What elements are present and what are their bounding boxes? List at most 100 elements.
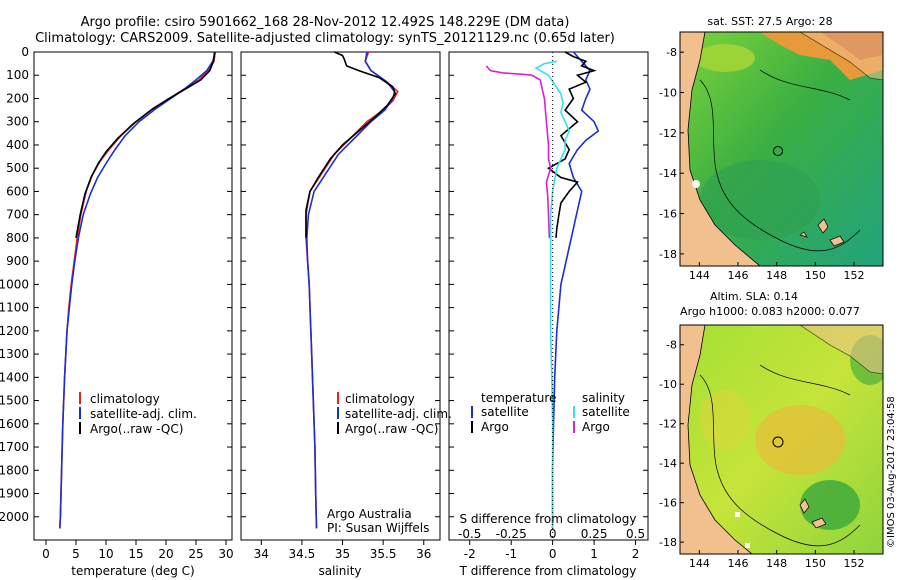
series-salinity-argo [485,65,552,238]
legend-t-satellite: satellite [481,405,529,419]
x-tick-label-S: -0.5 [458,527,481,541]
x-tick-label-T: 0 [549,547,557,561]
high-sla-patch [755,405,845,475]
x-tick-label-S: 0.25 [581,527,608,541]
bathymetry-contour [699,79,861,252]
sla-map-subtitle: Argo h1000: 0.083 h2000: 0.077 [680,305,860,318]
legend-s-satellite: satellite [582,405,630,419]
float-position-marker [772,436,784,448]
map-y-tick-label: -8 [666,46,677,59]
y-tick-label: 700 [6,208,29,222]
sla-map-frame [679,324,884,555]
map-y-tick-label: -12 [659,127,677,140]
x-tick-label-S: 0 [549,527,557,541]
bathymetry-contour [759,69,851,101]
sla-map [680,325,883,554]
series-argo-raw-qc- [75,51,216,239]
temperature-panel [33,51,233,541]
land-png [740,325,883,375]
land-australia [680,325,753,554]
salinity-legend: climatology satellite-adj. clim. Argo(..… [337,392,452,436]
series-temperature-argo [547,51,597,238]
x-tick-label: 34.5 [289,547,316,561]
legend-satellite: satellite-adj. clim. [90,407,197,421]
sla-map-ticks: 144 146 148 150 152 -8 -10 -12 -14 -16 -18 [659,339,864,570]
difference-panel [448,51,649,541]
land-png [740,32,883,81]
map-x-tick-label: 152 [844,269,865,282]
legend-s-argo: Argo [582,420,610,434]
y-tick-label: 1700 [0,440,29,454]
legend-climatology: climatology [345,392,415,406]
temperature-legend: climatology satellite-adj. clim. Argo(..… [79,392,197,436]
y-tick-label: 1200 [0,324,29,338]
x-tick-label-T: 1 [590,547,598,561]
legend-argo: Argo(..raw -QC) [345,422,438,436]
y-tick-label: 1300 [0,347,29,361]
missing-data-spot [745,543,750,548]
map-x-tick-label: 146 [728,269,749,282]
map-y-tick-label: -14 [659,457,677,470]
legend-t-argo: Argo [481,420,509,434]
legend-salinity-header: salinity [582,391,625,405]
x-tick-label: 35 [335,547,350,561]
bathymetry-contour [759,364,851,396]
y-tick-label: 1900 [0,487,29,501]
difference-plot: -2 -1 0 1 2 -0.5 -0.25 0 0.25 0.5 [458,51,645,561]
x-tick-label: 0 [42,547,50,561]
map-x-tick-label: 146 [728,557,749,570]
salinity-panel [240,51,441,541]
x-tick-label: 10 [98,547,113,561]
x-tick-label-T: -1 [505,547,517,561]
map-y-tick-label: -14 [659,167,677,180]
x-tick-label: 35.5 [370,547,397,561]
series-argo-raw-qc- [305,51,397,238]
y-tick-label: 600 [6,184,29,198]
legend-temperature-header: temperature [481,391,556,405]
map-y-tick-label: -16 [659,497,677,510]
map-y-tick-label: -12 [659,418,677,431]
map-x-tick-label: 152 [844,557,865,570]
difference-legend: temperature satellite Argo salinity sate… [471,391,630,434]
y-tick-label: 900 [6,254,29,268]
high-sla-patch [700,390,750,450]
y-tick-label: 2000 [0,510,29,524]
x-tick-label-S: 0.5 [626,527,645,541]
x-tick-label: 5 [72,547,80,561]
x-tick-label: 34 [254,547,269,561]
sst-map-ticks: 144 146 148 150 152 -8 -10 -12 -14 -16 -18 [659,46,864,282]
sst-map [680,32,883,266]
series-satellite-adj-clim- [305,51,396,529]
legend-argo: Argo(..raw -QC) [90,422,183,436]
y-tick-label: 1500 [0,394,29,408]
y-tick-label: 300 [6,115,29,129]
x-tick-label-T: 2 [632,547,640,561]
y-tick-label: 1100 [0,301,29,315]
x-tick-label-S: -0.25 [496,527,527,541]
sst-map-frame [679,31,884,267]
map-x-tick-label: 148 [766,557,787,570]
y-tick-label: 100 [6,68,29,82]
series-salinity-satellite [534,60,571,529]
series-temperature-satellite [551,51,600,529]
x-tick-label: 30 [218,547,233,561]
x-tick-label: 25 [188,547,203,561]
y-tick-label: 200 [6,91,29,105]
y-tick-label: 1800 [0,463,29,477]
difference-xlabel-S: S difference from climatology [460,512,637,526]
salinity-xlabel: salinity [318,564,361,578]
map-y-tick-label: -10 [659,87,677,100]
y-tick-label: 1000 [0,277,29,291]
missing-data-spot [735,512,740,517]
depth-tick-labels: 0 100 200 300 400 500 600 700 800 900 1000 1100 1200… [0,45,648,524]
figure-title-line2: Climatology: CARS2009. Satellite-adjuste… [35,31,615,46]
x-tick-label: 15 [128,547,143,561]
missing-data-spot [692,180,700,188]
map-x-tick-label: 148 [766,269,787,282]
series-satellite-adj-clim- [59,51,216,529]
map-x-tick-label: 144 [689,557,710,570]
legend-climatology: climatology [90,392,160,406]
argo-australia-label: Argo Australia [327,507,412,521]
map-y-tick-label: -8 [666,339,677,352]
